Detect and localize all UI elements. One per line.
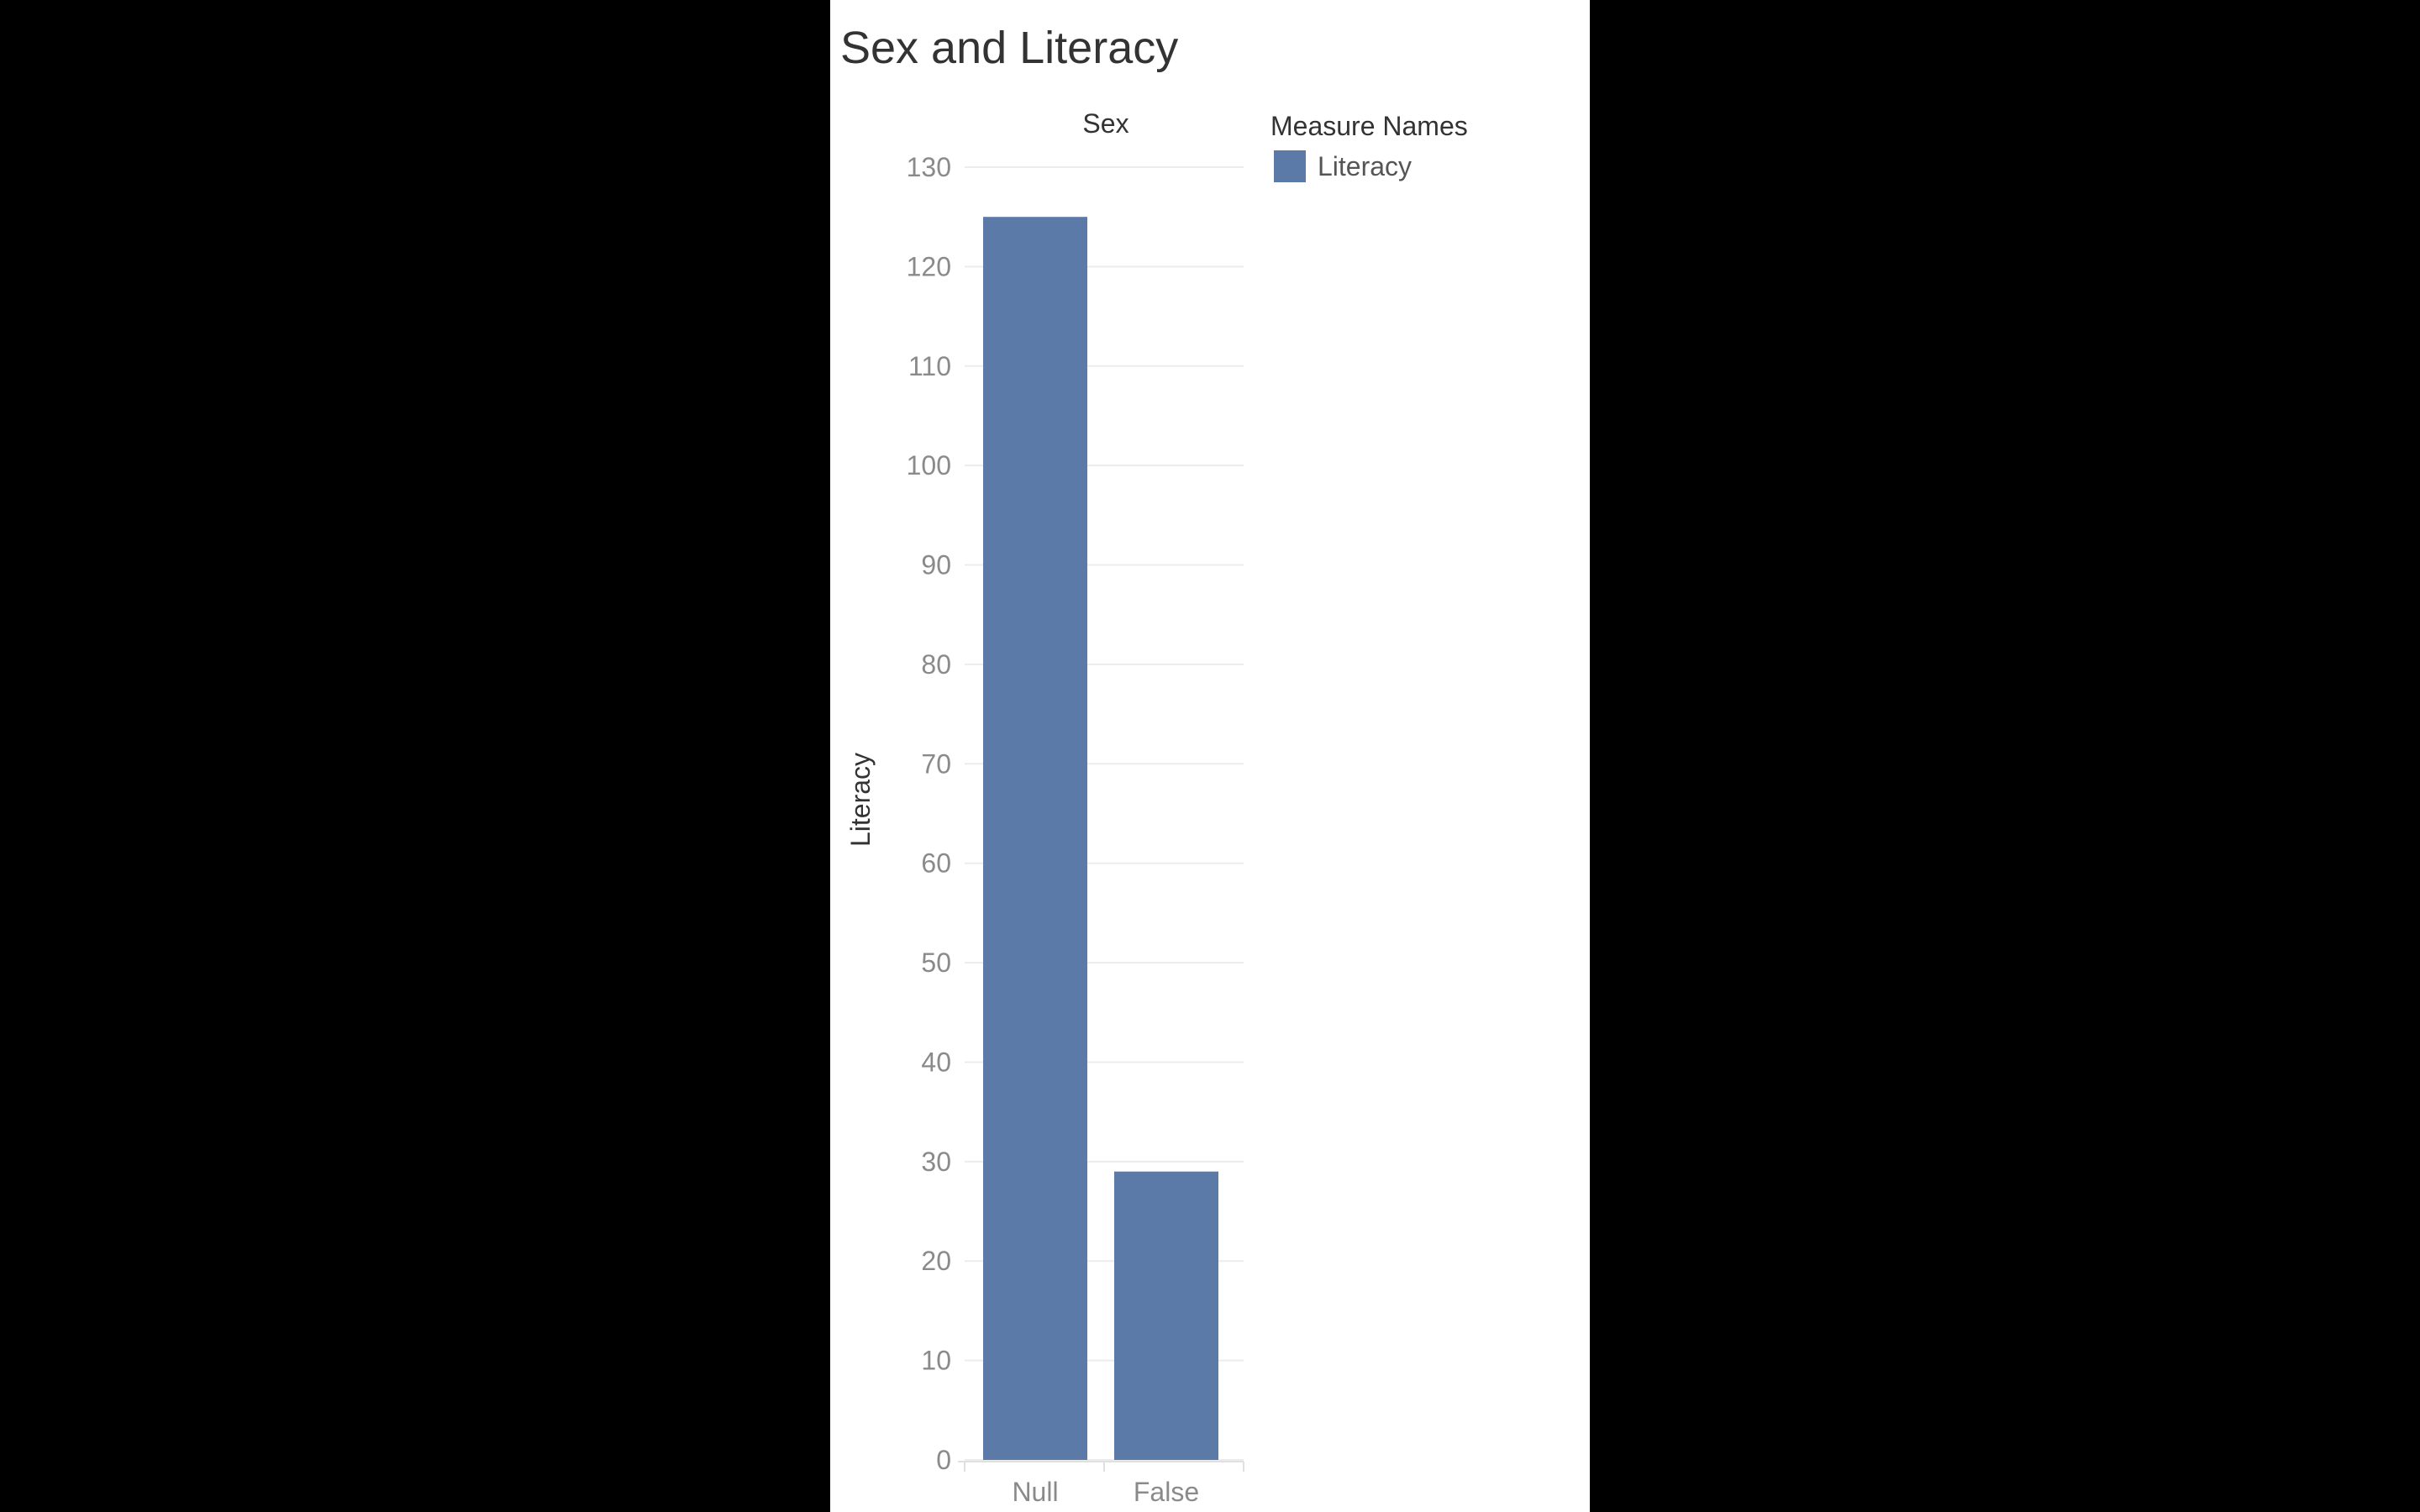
y-tick-label: 70 [921,748,951,779]
y-tick-label: 10 [921,1346,951,1376]
y-tick-label: 60 [921,848,951,879]
bar-false[interactable] [1114,1171,1218,1460]
y-tick-label: 120 [907,251,951,281]
legend-label: Literacy [1318,151,1413,181]
legend-swatch [1274,150,1306,182]
legend-entry[interactable]: Literacy [1270,148,1573,185]
x-axis-ticks: Null False [964,1462,1244,1507]
y-tick-label: 40 [921,1047,951,1077]
y-axis-ticks: 0 10 20 30 40 50 60 70 80 90 100 110 120 130 [907,152,951,1475]
y-tick-label: 80 [921,649,951,680]
y-tick-label: 100 [907,450,951,480]
bar-null[interactable] [983,217,1087,1460]
chart-title: Sex and Literacy [840,23,1179,73]
bar-chart: 0 10 20 30 40 50 60 70 80 90 100 110 120 130 Null Fals… [845,108,1244,1507]
legend-entries: Literacy [1270,148,1573,185]
y-tick-label: 90 [921,550,951,580]
chart-panel: Sex and Literacy 0 10 20 30 40 50 60 70 80 90 100 1… [830,0,1590,1512]
y-tick-label: 0 [936,1445,951,1475]
y-tick-label: 50 [921,948,951,978]
y-tick-label: 20 [921,1246,951,1276]
y-tick-label: 110 [908,351,951,381]
column-header: Sex [1082,108,1128,139]
x-tick-label: Null [1012,1477,1058,1507]
bars [983,217,1218,1460]
y-axis-label: Literacy [845,753,876,847]
legend: Measure Names Literacy [1270,108,1573,185]
y-tick-label: 130 [907,152,951,182]
y-tick-label: 30 [921,1147,951,1177]
x-tick-label: False [1134,1477,1199,1507]
legend-title: Measure Names [1270,111,1468,141]
